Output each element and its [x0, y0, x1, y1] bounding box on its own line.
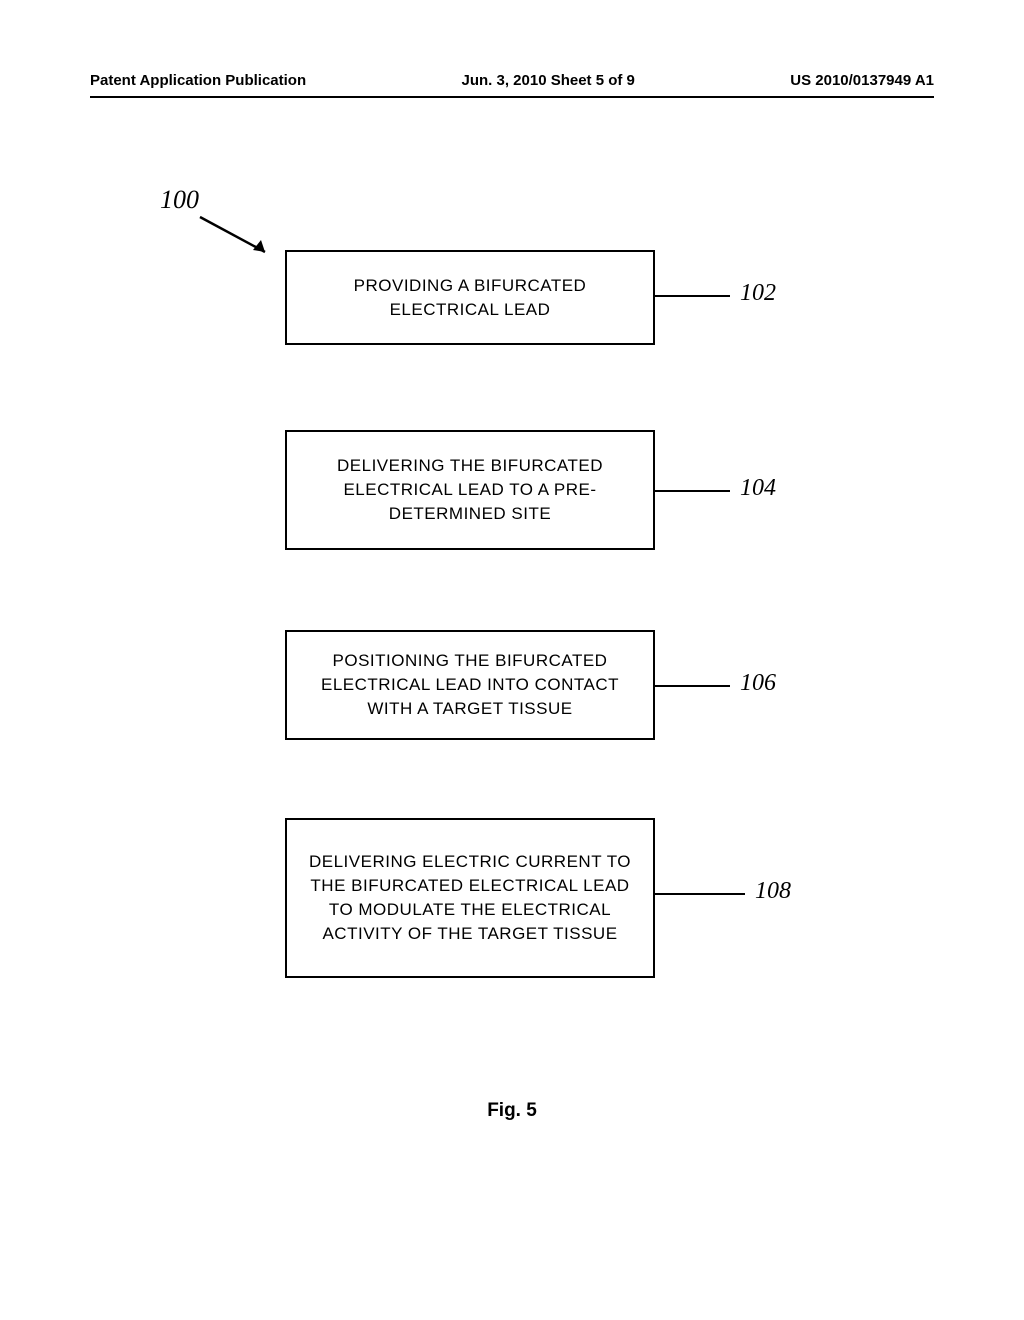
flow-step-4: DELIVERING ELECTRIC CURRENT TO THE BIFUR…	[285, 818, 655, 978]
header-divider	[90, 96, 934, 98]
flow-step-4-text: DELIVERING ELECTRIC CURRENT TO THE BIFUR…	[307, 850, 633, 945]
flow-step-1-text: PROVIDING A BIFURCATED ELECTRICAL LEAD	[307, 274, 633, 322]
leader-line-3	[655, 685, 730, 687]
ref-label-3: 106	[740, 670, 776, 697]
ref-label-2: 104	[740, 475, 776, 502]
ref-label-1: 102	[740, 280, 776, 307]
figure-caption: Fig. 5	[0, 1100, 1024, 1122]
leader-line-1	[655, 295, 730, 297]
leader-line-4	[655, 893, 745, 895]
flow-step-2-text: DELIVERING THE BIFURCATED ELECTRICAL LEA…	[307, 454, 633, 525]
header-center: Jun. 3, 2010 Sheet 5 of 9	[461, 72, 634, 89]
arrow-main	[195, 212, 285, 267]
flow-step-1: PROVIDING A BIFURCATED ELECTRICAL LEAD	[285, 250, 655, 345]
flow-step-3: POSITIONING THE BIFURCATED ELECTRICAL LE…	[285, 630, 655, 740]
leader-line-2	[655, 490, 730, 492]
ref-label-4: 108	[755, 878, 791, 905]
header-left: Patent Application Publication	[90, 72, 306, 89]
header-right: US 2010/0137949 A1	[790, 72, 934, 89]
flow-step-2: DELIVERING THE BIFURCATED ELECTRICAL LEA…	[285, 430, 655, 550]
flow-step-3-text: POSITIONING THE BIFURCATED ELECTRICAL LE…	[307, 649, 633, 720]
ref-label-main: 100	[160, 185, 199, 215]
page-header: Patent Application Publication Jun. 3, 2…	[0, 72, 1024, 89]
